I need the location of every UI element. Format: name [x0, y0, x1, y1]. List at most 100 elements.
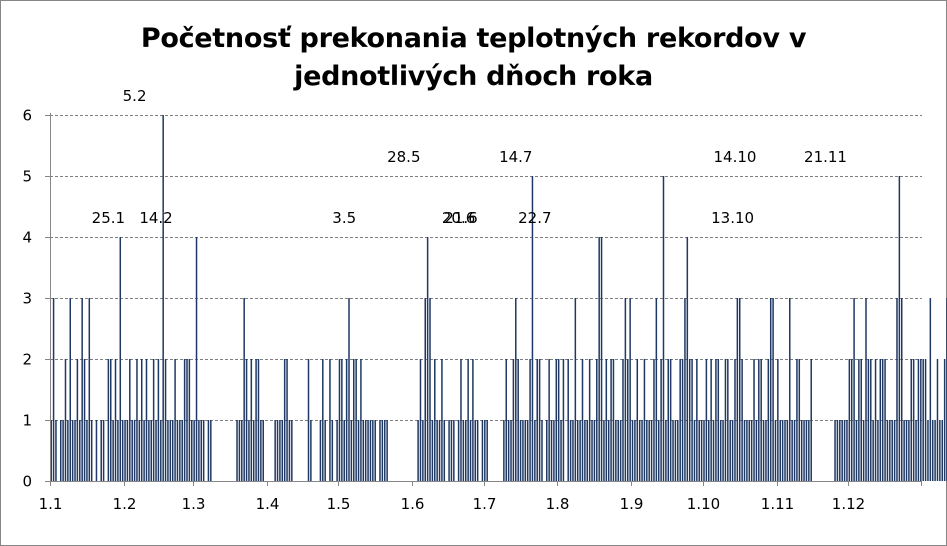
data-label: 14.2 — [139, 209, 172, 227]
bar — [767, 359, 770, 481]
bar — [898, 176, 901, 481]
bar — [424, 298, 426, 481]
bar — [176, 420, 179, 481]
bar — [860, 359, 862, 481]
bar — [796, 359, 798, 481]
bar — [79, 420, 81, 481]
bar — [805, 420, 808, 481]
x-tick-label: 1.7 — [473, 495, 497, 513]
bar — [886, 420, 889, 481]
bar — [808, 420, 810, 481]
bar — [257, 359, 260, 481]
bar — [917, 359, 920, 481]
bar — [121, 420, 124, 481]
bar — [467, 359, 469, 481]
bar — [183, 359, 186, 481]
bar — [345, 359, 348, 481]
bar — [622, 359, 624, 481]
bar — [934, 420, 936, 481]
bar — [789, 298, 791, 481]
bar — [462, 420, 465, 481]
bar — [129, 359, 131, 481]
bar — [457, 420, 460, 481]
bar — [112, 420, 114, 481]
bar — [629, 298, 631, 481]
bar — [148, 420, 150, 481]
x-tick-label: 1.2 — [113, 495, 137, 513]
bar — [903, 420, 905, 481]
bar — [136, 359, 138, 481]
bar — [429, 298, 431, 481]
bar — [634, 420, 636, 481]
bar — [784, 420, 786, 481]
y-tick-label: 3 — [22, 290, 32, 308]
bar — [672, 420, 674, 481]
y-tick-label: 5 — [22, 168, 32, 186]
bar — [727, 359, 729, 481]
bar — [865, 298, 867, 481]
bar — [171, 420, 174, 481]
bar — [188, 359, 191, 481]
bar — [207, 420, 210, 481]
x-tick-label: 1.4 — [256, 495, 280, 513]
y-tick-label: 2 — [22, 351, 32, 369]
bar — [164, 359, 167, 481]
x-tick-label: 1.8 — [546, 495, 570, 513]
bar — [484, 420, 486, 481]
bar — [534, 420, 536, 481]
bar — [510, 420, 512, 481]
bar — [769, 298, 772, 481]
bar — [734, 359, 736, 481]
bar — [248, 420, 250, 481]
bar — [641, 420, 643, 481]
chart-title: Početnosť prekonania teplotných rekordov… — [0, 20, 947, 96]
bar — [138, 420, 141, 481]
bar — [665, 420, 667, 481]
bar — [236, 420, 238, 481]
bar — [660, 359, 662, 481]
bar — [684, 298, 686, 481]
bar — [286, 359, 288, 481]
bar — [472, 359, 474, 481]
bar — [738, 298, 741, 481]
bar — [367, 420, 369, 481]
bar — [52, 298, 55, 481]
bar — [631, 420, 634, 481]
bar — [126, 420, 129, 481]
bar — [557, 359, 560, 481]
bar — [283, 359, 286, 481]
bar — [276, 420, 279, 481]
bar — [607, 420, 610, 481]
bar — [753, 359, 755, 481]
bar — [441, 359, 443, 481]
bar — [241, 420, 243, 481]
bar — [843, 420, 846, 481]
bar — [379, 420, 381, 481]
bar — [567, 359, 569, 481]
x-tick-label: 1.1 — [39, 495, 63, 513]
bar — [560, 420, 562, 481]
bar — [181, 420, 183, 481]
bar — [322, 359, 324, 481]
data-label: 5.2 — [123, 87, 147, 105]
bar — [588, 359, 591, 481]
x-tick-label: 1.5 — [327, 495, 351, 513]
bar — [512, 359, 515, 481]
data-label: 13.10 — [711, 209, 754, 227]
bar — [703, 420, 705, 481]
bar — [162, 115, 164, 481]
bar — [569, 420, 572, 481]
bar — [117, 420, 119, 481]
bar — [372, 420, 374, 481]
data-label: 21.11 — [804, 148, 847, 166]
data-label: 3.5 — [332, 209, 356, 227]
bar — [896, 298, 898, 481]
bar — [741, 359, 743, 481]
bar — [915, 420, 917, 481]
bar — [774, 420, 777, 481]
bar — [750, 420, 753, 481]
bar — [576, 420, 579, 481]
bar — [67, 420, 69, 481]
bar — [281, 420, 284, 481]
